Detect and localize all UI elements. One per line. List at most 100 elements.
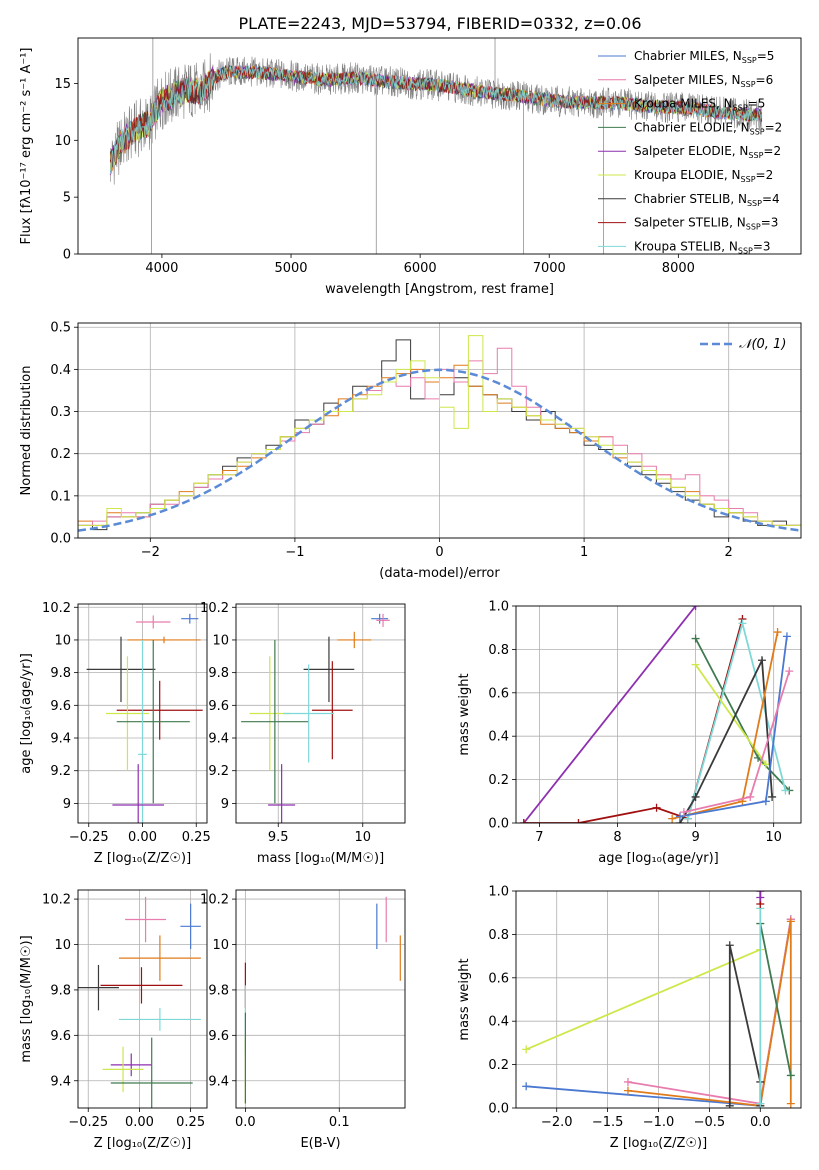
data-point bbox=[86, 636, 156, 703]
axes-frame bbox=[515, 605, 802, 824]
model-line bbox=[109, 64, 763, 175]
y-tick-label: 9.8 bbox=[50, 666, 71, 681]
data-point bbox=[181, 613, 199, 624]
x-axis-label: wavelength [Angstrom, rest frame] bbox=[325, 282, 554, 297]
weight-line bbox=[759, 923, 792, 1076]
data-point bbox=[249, 656, 291, 771]
weight-marker bbox=[725, 1101, 734, 1108]
y-tick-label: 9.4 bbox=[50, 1074, 71, 1089]
plot-area bbox=[78, 335, 801, 538]
data-point bbox=[371, 613, 389, 624]
y-tick-label: 0 bbox=[63, 248, 71, 263]
x-tick-label: 0.25 bbox=[182, 830, 211, 845]
figure-title: PLATE=2243, MJD=53794, FIBERID=0332, z=0… bbox=[238, 14, 641, 33]
y-axis-label: age [log₁₀(age/yr)] bbox=[19, 653, 34, 774]
legend-label: Salpeter ELODIE, NSSP=2 bbox=[634, 144, 781, 160]
x-tick-label: 10 bbox=[765, 830, 782, 845]
weight-marker bbox=[691, 792, 700, 801]
data-point bbox=[241, 639, 309, 804]
plot-area bbox=[78, 896, 201, 1108]
weight-marker bbox=[756, 891, 765, 895]
data-point bbox=[110, 1037, 193, 1108]
data-point bbox=[78, 964, 119, 1011]
x-axis-label: Z [log₁₀(Z/Z☉)] bbox=[94, 851, 191, 866]
x-tick-label: 1 bbox=[580, 545, 588, 560]
x-tick-label: 0.1 bbox=[329, 1115, 350, 1130]
y-axis-label: mass weight bbox=[457, 673, 472, 755]
weight-marker bbox=[773, 628, 782, 637]
gaussian-curve bbox=[78, 368, 801, 532]
x-tick-label: 9.5 bbox=[268, 830, 289, 845]
data-point bbox=[116, 639, 190, 804]
data-point bbox=[283, 664, 335, 763]
y-tick-label: 10.2 bbox=[200, 893, 229, 908]
y-tick-label: 0.8 bbox=[488, 643, 509, 658]
legend-label: 𝒩(0, 1) bbox=[739, 337, 786, 352]
y-tick-label: 10 bbox=[212, 938, 229, 953]
x-tick-label: 8 bbox=[613, 830, 621, 845]
weight-marker bbox=[668, 814, 677, 823]
x-axis-label: E(B-V) bbox=[300, 1136, 340, 1151]
panel-z-mass: −0.25 0.00 0.25 9.4 9.6 9.8 10 10.2 Z [log₁₀(Z/Z… bbox=[19, 889, 208, 1151]
data-point bbox=[118, 935, 201, 981]
x-tick-label: −1.5 bbox=[592, 1115, 624, 1130]
panel-z-weight: −2.0 −1.5 −1.0 −0.5 0.0 0.0 0.2 0.4 0.6 0.8 1.0 Z [… bbox=[457, 885, 802, 1151]
plot-area bbox=[109, 38, 763, 254]
x-tick-label: 8000 bbox=[662, 261, 695, 276]
weight-marker bbox=[522, 1045, 531, 1054]
weight-marker bbox=[725, 941, 734, 950]
weight-marker bbox=[675, 812, 684, 821]
data-point bbox=[303, 636, 355, 703]
y-axis-label: mass weight bbox=[457, 958, 472, 1040]
data-point bbox=[116, 680, 203, 740]
y-axis-label: Flux [fλ10⁻¹⁷ erg cm⁻² s⁻¹ A⁻¹] bbox=[19, 48, 34, 245]
x-axis-label: Z [log₁₀(Z/Z☉)] bbox=[610, 1136, 707, 1151]
y-tick-label: 0.8 bbox=[488, 928, 509, 943]
x-tick-label: −2.0 bbox=[541, 1115, 573, 1130]
panel-age-weight: 7 8 9 10 0.0 0.2 0.4 0.6 0.8 1.0 age [log₁₀(age/yr… bbox=[457, 600, 802, 866]
y-tick-label: 9.6 bbox=[208, 1029, 229, 1044]
y-tick-label: 9.6 bbox=[208, 699, 229, 714]
legend-label: Salpeter MILES, NSSP=6 bbox=[634, 73, 773, 89]
y-tick-label: 9.8 bbox=[50, 983, 71, 998]
weight-marker bbox=[691, 634, 700, 643]
y-tick-label: 9.2 bbox=[208, 764, 229, 779]
data-point bbox=[312, 661, 353, 760]
axes-frame bbox=[77, 37, 802, 255]
weight-marker bbox=[691, 660, 700, 669]
y-tick-label: 10.2 bbox=[42, 893, 71, 908]
y-tick-label: 1.0 bbox=[488, 885, 509, 900]
histogram-series bbox=[78, 335, 801, 538]
y-tick-label: 9 bbox=[221, 797, 229, 812]
weight-marker bbox=[757, 656, 766, 665]
panel-ebv-mass: 0.0 0.1 9.4 9.6 9.8 10 10.2 E(B-V) bbox=[200, 889, 406, 1151]
plot-area bbox=[244, 896, 401, 1104]
y-tick-label: 10 bbox=[54, 938, 71, 953]
y-tick-label: 9.2 bbox=[50, 764, 71, 779]
weight-marker bbox=[679, 808, 688, 817]
weight-marker bbox=[738, 619, 747, 628]
x-axis-label: mass [log₁₀(M/M☉)] bbox=[257, 851, 384, 866]
data-point bbox=[376, 613, 390, 627]
axes-frame bbox=[515, 890, 802, 1109]
weight-marker bbox=[761, 760, 770, 769]
weight-marker bbox=[782, 632, 791, 641]
data-point bbox=[105, 656, 149, 771]
y-tick-label: 9.4 bbox=[208, 732, 229, 747]
x-tick-label: 7 bbox=[535, 830, 543, 845]
axes-frame bbox=[77, 322, 802, 539]
data-point bbox=[118, 1008, 201, 1031]
weight-marker bbox=[768, 792, 777, 801]
weight-line bbox=[627, 921, 792, 1107]
x-tick-label: 7000 bbox=[533, 261, 566, 276]
y-tick-label: 0.2 bbox=[488, 773, 509, 788]
weight-marker bbox=[623, 1086, 632, 1095]
weight-marker bbox=[623, 1077, 632, 1086]
weight-marker bbox=[652, 803, 661, 812]
panel-residuals: −2 −1 0 1 2 0.0 0.1 0.2 0.3 0.4 0.5 (data-model)/er… bbox=[19, 321, 802, 581]
weight-marker bbox=[574, 819, 583, 823]
legend: Chabrier MILES, NSSP=5 Salpeter MILES, NS… bbox=[598, 49, 782, 255]
plot-area bbox=[241, 613, 390, 823]
plot-area bbox=[86, 613, 203, 823]
x-tick-label: 9 bbox=[691, 830, 699, 845]
